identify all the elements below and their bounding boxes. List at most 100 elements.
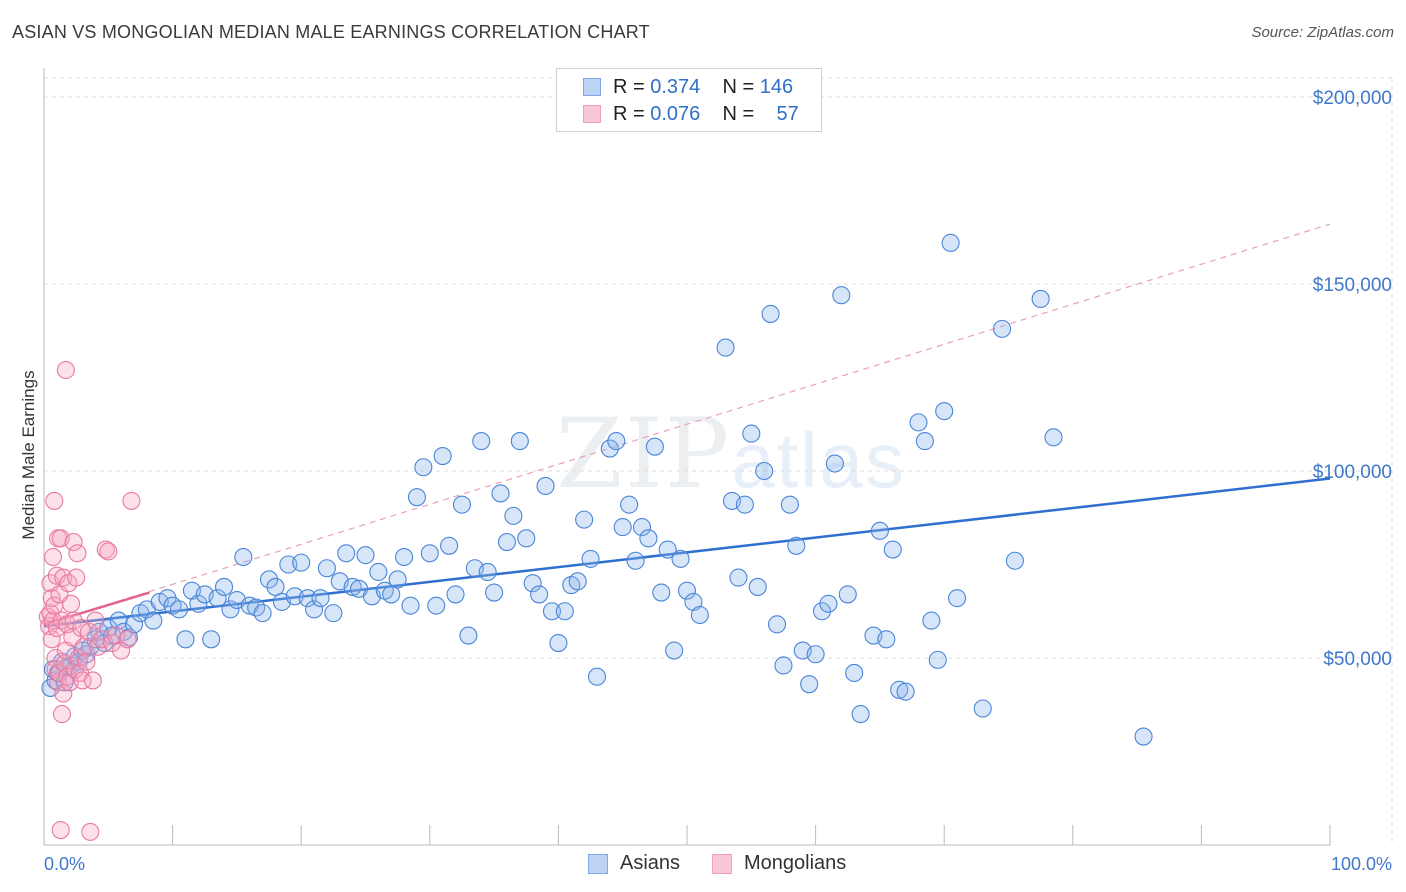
legend-swatch-asians — [583, 78, 601, 96]
point-asians — [684, 592, 703, 611]
point-mongolians — [68, 544, 87, 563]
point-asians — [420, 544, 439, 563]
bottom-legend-asians: Asians — [588, 852, 680, 875]
point-asians — [780, 495, 799, 514]
point-asians — [395, 547, 414, 567]
x-tick-label: 0.0% — [44, 854, 85, 874]
point-asians — [928, 650, 947, 669]
point-asians — [382, 585, 401, 604]
point-asians — [144, 611, 163, 630]
point-asians — [993, 319, 1012, 338]
point-mongolians — [43, 547, 63, 567]
chart-title: ASIAN VS MONGOLIAN MEDIAN MALE EARNINGS … — [12, 22, 650, 42]
point-asians — [407, 488, 426, 507]
point-asians — [819, 594, 838, 613]
point-asians — [915, 432, 934, 451]
point-asians — [337, 544, 356, 563]
legend-n-label: N = — [722, 102, 755, 125]
point-asians — [877, 630, 896, 649]
point-asians — [427, 596, 446, 615]
point-mongolians — [112, 641, 131, 660]
watermark-atlas: atlas — [731, 416, 906, 504]
point-asians — [748, 577, 767, 596]
legend-r-value: 0.374 — [650, 75, 701, 98]
point-asians — [658, 540, 677, 559]
point-mongolians — [99, 542, 118, 561]
watermark: ZIPatlas — [556, 398, 906, 510]
source-label: Source: ZipAtlas.com — [1251, 24, 1394, 41]
point-asians — [632, 518, 652, 537]
point-asians — [832, 286, 851, 305]
point-asians — [812, 602, 832, 621]
point-asians — [729, 568, 748, 587]
tick-labels: $50,000 $100,000 $150,000 $200,000 0.0% 100.0… — [44, 88, 1392, 874]
point-mongolians — [54, 568, 73, 587]
point-asians — [1134, 727, 1153, 746]
point-asians — [234, 547, 253, 567]
point-asians — [259, 570, 279, 589]
point-asians — [973, 699, 992, 718]
legend-swatch-mongolians — [583, 105, 601, 123]
grid — [44, 77, 1393, 845]
point-mongolians — [96, 540, 115, 559]
legend-row-asians: R = 0.374 N = 146 — [583, 75, 793, 99]
point-mongolians — [73, 671, 92, 690]
point-asians — [665, 641, 684, 660]
point-asians — [639, 529, 658, 548]
point-asians — [761, 304, 780, 323]
point-asians — [767, 615, 787, 634]
point-asians — [298, 589, 317, 608]
point-asians — [202, 630, 221, 649]
point-asians — [742, 424, 761, 443]
point-asians — [845, 663, 864, 683]
point-asians — [735, 495, 754, 514]
point-asians — [652, 583, 671, 602]
point-asians — [356, 546, 375, 565]
point-asians — [568, 572, 587, 591]
point-asians — [645, 437, 664, 456]
point-asians — [755, 461, 774, 481]
point-asians — [446, 585, 465, 604]
point-asians — [838, 585, 857, 604]
point-asians — [109, 611, 128, 630]
point-asians — [523, 574, 542, 593]
point-mongolians — [64, 533, 83, 552]
point-asians — [607, 432, 626, 451]
y-axis-label: Median Male Earnings — [19, 370, 38, 539]
point-asians — [825, 454, 844, 473]
point-mongolians — [92, 630, 111, 649]
trend-line-extended — [43, 223, 1331, 625]
point-asians — [909, 413, 928, 432]
point-asians — [626, 551, 645, 570]
point-asians — [806, 645, 825, 664]
point-asians — [575, 510, 594, 529]
point-asians — [369, 562, 388, 582]
point-asians — [948, 589, 967, 608]
point-asians — [317, 559, 336, 578]
point-asians — [189, 594, 208, 613]
point-asians — [536, 476, 555, 496]
point-asians — [549, 633, 568, 653]
bottom-legend-swatch-mongolians — [712, 853, 732, 874]
point-mongolians — [45, 491, 64, 510]
point-asians — [581, 549, 600, 568]
point-mongolians — [67, 568, 86, 587]
point-asians — [440, 536, 459, 555]
point-asians — [935, 402, 954, 421]
point-asians — [401, 596, 420, 615]
point-asians — [452, 495, 472, 514]
point-asians — [221, 600, 240, 619]
x-tick-label: 100.0% — [1331, 854, 1392, 874]
point-asians — [922, 611, 941, 630]
point-asians — [343, 577, 362, 596]
point-asians — [587, 667, 607, 686]
point-asians — [620, 495, 639, 514]
bottom-legend-mongolians: Mongolians — [712, 852, 846, 875]
point-asians — [214, 577, 234, 596]
point-asians — [613, 518, 632, 537]
legend-n-label: N = — [722, 75, 755, 98]
point-asians — [478, 562, 497, 582]
point-asians — [414, 458, 433, 477]
point-mongolians — [118, 630, 137, 649]
